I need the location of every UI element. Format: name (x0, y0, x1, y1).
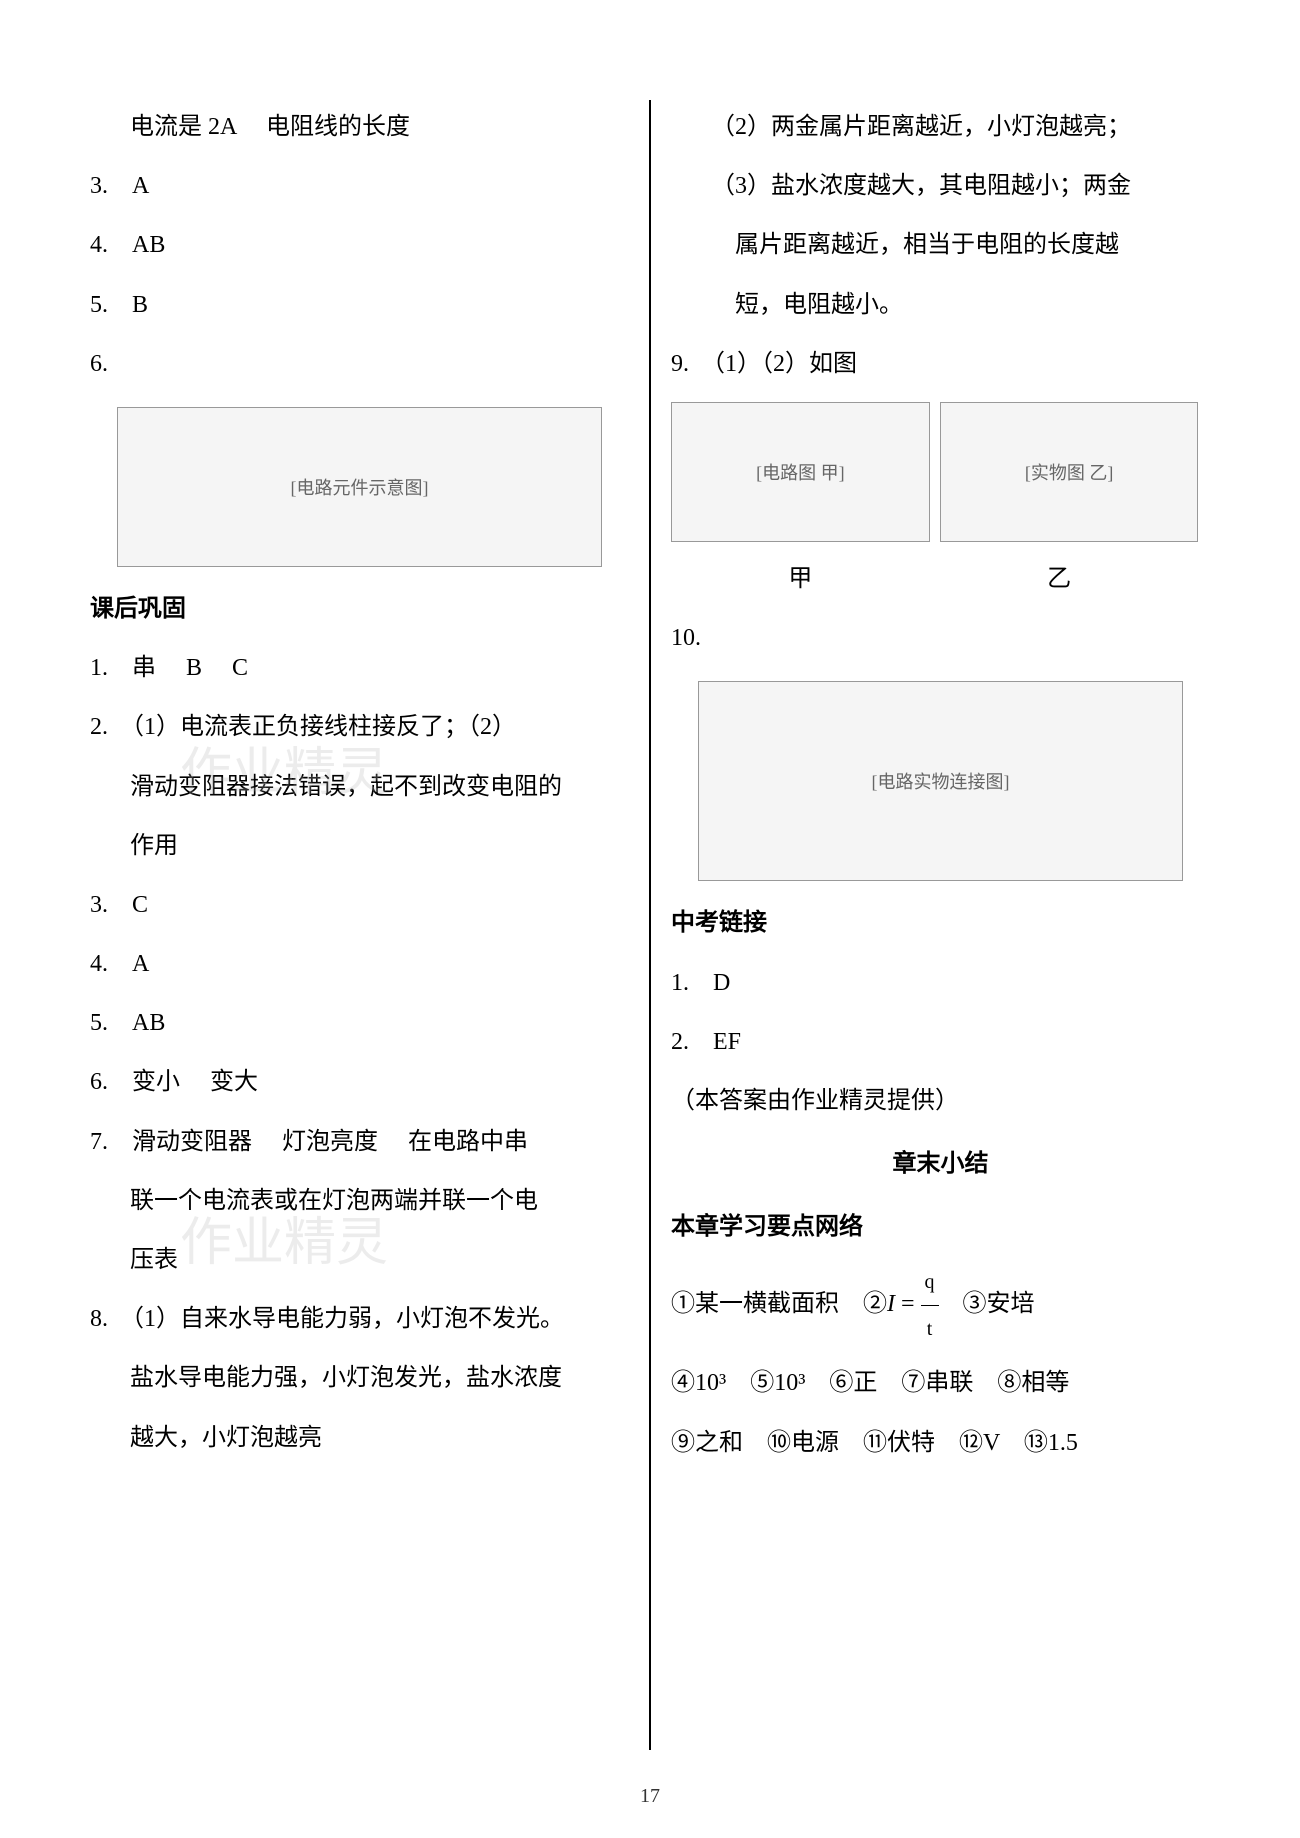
frac-num: q (921, 1259, 939, 1306)
circuit-image-10: [电路实物连接图] (698, 681, 1183, 881)
formula-eq: = (895, 1291, 921, 1317)
z2: 2. EF (671, 1015, 1210, 1070)
left-line-1: 电流是 2A 电阻线的长度 (90, 100, 629, 155)
c3: 3. C (90, 878, 629, 933)
section-exam-link: 中考链接 (671, 896, 1210, 951)
z1: 1. D (671, 956, 1210, 1011)
image-row-9: [电路图 甲] [实物图 乙] (671, 402, 1210, 542)
r1: （2）两金属片距离越近，小灯泡越亮； (671, 100, 1210, 155)
r3: 属片距离越近，相当于电阻的长度越 (671, 218, 1210, 273)
q9: 9. （1）（2）如图 (671, 337, 1210, 392)
credit-line: （本答案由作业精灵提供） (671, 1074, 1210, 1129)
section-after-class: 课后巩固 (90, 582, 629, 637)
q3: 3. A (90, 159, 629, 214)
c8-1: 8. （1）自来水导电能力弱，小灯泡不发光。 (90, 1292, 629, 1347)
chapter-summary-title: 章末小结 (671, 1137, 1210, 1192)
c7-3: 压表 (90, 1233, 629, 1288)
circuit-image-1: [电路元件示意图] (117, 407, 602, 567)
q5: 5. B (90, 278, 629, 333)
circuit-photo-yi: [实物图 乙] (940, 402, 1199, 542)
page-number: 17 (640, 1785, 660, 1808)
c1: 1. 串 B C (90, 641, 629, 696)
label-jia: 甲 (671, 552, 930, 607)
c7-1: 7. 滑动变阻器 灯泡亮度 在电路中串 (90, 1115, 629, 1170)
content-area: 电流是 2A 电阻线的长度 3. A 4. AB 5. B 6. [电路元件示意… (70, 100, 1230, 1750)
n3: ⑨之和 ⑩电源 ⑪伏特 ⑫V ⑬1.5 (671, 1416, 1210, 1471)
right-column: （2）两金属片距离越近，小灯泡越亮； （3）盐水浓度越大，其电阻越小；两金 属片… (651, 100, 1230, 1750)
c6: 6. 变小 变大 (90, 1055, 629, 1110)
c7-2: 联一个电流表或在灯泡两端并联一个电 (90, 1174, 629, 1229)
frac-den: t (921, 1306, 939, 1352)
circuit-diagram-jia: [电路图 甲] (671, 402, 930, 542)
formula-i: I (887, 1291, 895, 1317)
c8-2: 盐水导电能力强，小灯泡发光，盐水浓度 (90, 1351, 629, 1406)
n1-suf: ③安培 (939, 1291, 1035, 1317)
r2: （3）盐水浓度越大，其电阻越小；两金 (671, 159, 1210, 214)
section-learning-points: 本章学习要点网络 (671, 1200, 1210, 1255)
q10: 10. (671, 611, 1210, 666)
image-labels-row: 甲 乙 (671, 552, 1210, 611)
c8-3: 越大，小灯泡越亮 (90, 1411, 629, 1466)
c2-1: 2. （1）电流表正负接线柱接反了；（2） (90, 700, 629, 755)
label-yi: 乙 (930, 552, 1189, 607)
c2-3: 作用 (90, 819, 629, 874)
left-column: 电流是 2A 电阻线的长度 3. A 4. AB 5. B 6. [电路元件示意… (70, 100, 649, 1750)
n1: ①某一横截面积 ②I = qt ③安培 (671, 1259, 1210, 1352)
q4: 4. AB (90, 218, 629, 273)
q6: 6. (90, 337, 629, 392)
r4: 短，电阻越小。 (671, 278, 1210, 333)
c2-2: 滑动变阻器接法错误，起不到改变电阻的 (90, 760, 629, 815)
fraction: qt (921, 1259, 939, 1352)
n2: ④10³ ⑤10³ ⑥正 ⑦串联 ⑧相等 (671, 1356, 1210, 1411)
c5: 5. AB (90, 996, 629, 1051)
n1-pre: ①某一横截面积 ② (671, 1291, 887, 1317)
c4: 4. A (90, 937, 629, 992)
